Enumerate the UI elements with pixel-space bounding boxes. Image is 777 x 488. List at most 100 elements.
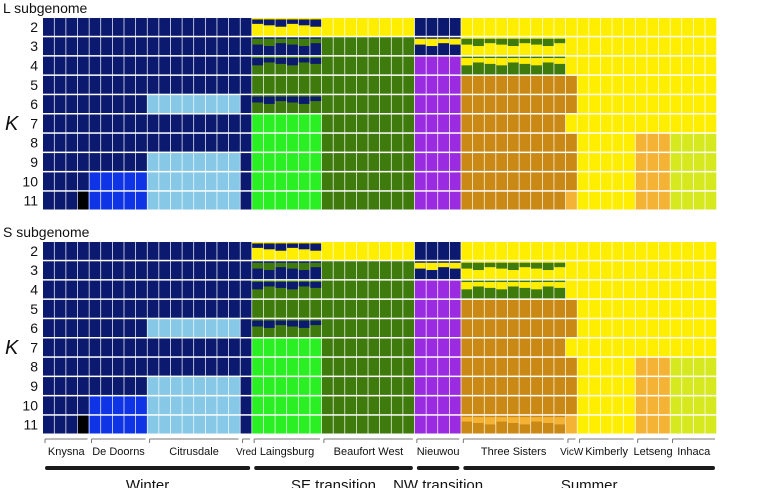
minor-cluster-band [496, 38, 508, 45]
individual-bar [484, 415, 496, 434]
individual-bar [240, 319, 252, 337]
individual-bar [321, 357, 333, 376]
individual-bar [147, 319, 159, 337]
individual-bar [89, 37, 101, 56]
individual-bar [542, 377, 554, 395]
individual-bar [577, 338, 589, 357]
individual-bar [356, 18, 368, 36]
individual-bar [507, 95, 519, 113]
individual-bar [43, 261, 54, 280]
individual-bar [194, 172, 205, 191]
individual-bar [449, 172, 461, 191]
individual-bar [472, 95, 484, 113]
individual-bar [507, 261, 519, 280]
individual-bar [403, 153, 415, 171]
individual-bar [391, 299, 403, 318]
individual-bar [705, 191, 717, 210]
individual-bar [368, 338, 380, 357]
minor-cluster-band [542, 282, 554, 287]
individual-bar [182, 299, 194, 318]
individual-bar [228, 172, 240, 191]
individual-bar [693, 415, 705, 434]
individual-bar [519, 56, 531, 75]
individual-bar [194, 338, 205, 357]
individual-bar [380, 191, 391, 210]
minor-cluster-band [472, 417, 484, 423]
individual-bar [414, 153, 426, 171]
bar-group-vred [240, 319, 252, 337]
minor-cluster-band [519, 282, 531, 288]
individual-bar [89, 357, 101, 376]
individual-bar [496, 338, 508, 357]
individual-bar [135, 261, 147, 280]
individual-bar [693, 172, 705, 191]
individual-bar [333, 280, 345, 299]
population-label: Nieuwou [417, 446, 460, 458]
individual-bar [43, 191, 54, 210]
individual-bar [217, 172, 229, 191]
individual-bar [205, 357, 217, 376]
individual-bar [205, 172, 217, 191]
individual-bar [414, 338, 426, 357]
individual-bar [461, 299, 473, 318]
individual-bar [252, 172, 264, 191]
bar-group-three-sisters [461, 396, 566, 415]
individual-bar [54, 18, 66, 36]
individual-bar [298, 172, 310, 191]
individual-bar [635, 56, 647, 75]
individual-bar [391, 75, 403, 94]
individual-bar [77, 18, 89, 36]
individual-bar [426, 242, 438, 260]
individual-bar [333, 242, 345, 260]
individual-bar [345, 280, 357, 299]
minor-cluster-band [507, 38, 519, 47]
individual-bar [43, 114, 54, 133]
individual-bar [682, 153, 694, 171]
minor-cluster-band [310, 38, 322, 44]
individual-bar [380, 56, 391, 75]
individual-bar [77, 37, 89, 56]
individual-bar [89, 172, 101, 191]
individual-bar [368, 18, 380, 36]
individual-bar [484, 95, 496, 113]
population-labels: Knysna De Doorns Citrusdale Vred Laingsburg B… [44, 438, 715, 458]
minor-cluster-band [298, 38, 310, 47]
individual-bar [101, 18, 113, 36]
individual-bar [600, 338, 612, 357]
individual-bar [414, 415, 426, 434]
individual-bar [287, 114, 298, 133]
individual-bar [461, 242, 473, 260]
bar-group-vred [240, 299, 252, 318]
individual-bar [531, 357, 542, 376]
individual-bar [705, 299, 717, 318]
individual-bar [124, 56, 136, 75]
individual-bar [461, 56, 473, 75]
individual-bar [472, 261, 484, 280]
individual-bar [635, 299, 647, 318]
region-bar [45, 466, 251, 470]
individual-bar [333, 415, 345, 434]
individual-bar [612, 377, 624, 395]
individual-bar [449, 18, 461, 36]
individual-bar [403, 357, 415, 376]
individual-bar [135, 415, 147, 434]
individual-bar [472, 242, 484, 260]
minor-cluster-band [484, 282, 496, 288]
bar-group-kimberly [577, 377, 635, 395]
individual-bar [159, 415, 171, 434]
individual-bar [135, 280, 147, 299]
minor-cluster-band [310, 282, 322, 288]
individual-bar [77, 319, 89, 337]
individual-bar [531, 56, 542, 75]
bar-group-inhaca [670, 133, 717, 152]
minor-cluster-band [275, 19, 287, 27]
individual-bar [66, 280, 78, 299]
bar-group-citrusdale [147, 319, 240, 337]
minor-cluster-band [438, 38, 450, 44]
k-tick-label: 7 [30, 339, 38, 355]
individual-bar [170, 415, 182, 434]
individual-bar [159, 377, 171, 395]
individual-bar [135, 153, 147, 171]
individual-bar [263, 377, 275, 395]
individual-bar [310, 377, 322, 395]
